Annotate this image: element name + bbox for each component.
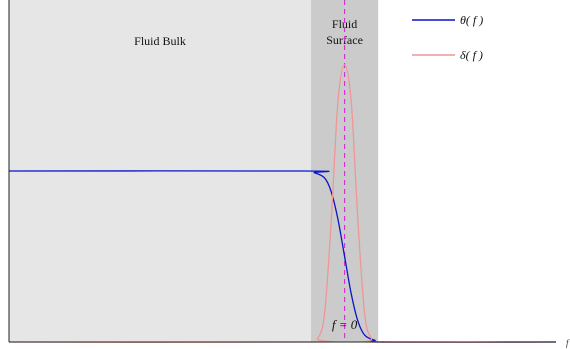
axes-layer: f: [8, 0, 570, 348]
legend: θ( f ) δ( f ): [412, 13, 483, 62]
annotation-0: f = 0: [332, 317, 358, 332]
legend-label-1: δ( f ): [460, 48, 483, 62]
x-axis-label: f: [566, 338, 570, 348]
annotations-layer: f = 0: [332, 317, 358, 332]
region-label-bulk: Fluid Bulk: [134, 34, 186, 48]
legend-label-0: θ( f ): [460, 13, 483, 27]
region-label-surface-line-0: Fluid: [332, 17, 357, 31]
series-line-0: [8, 170, 557, 343]
